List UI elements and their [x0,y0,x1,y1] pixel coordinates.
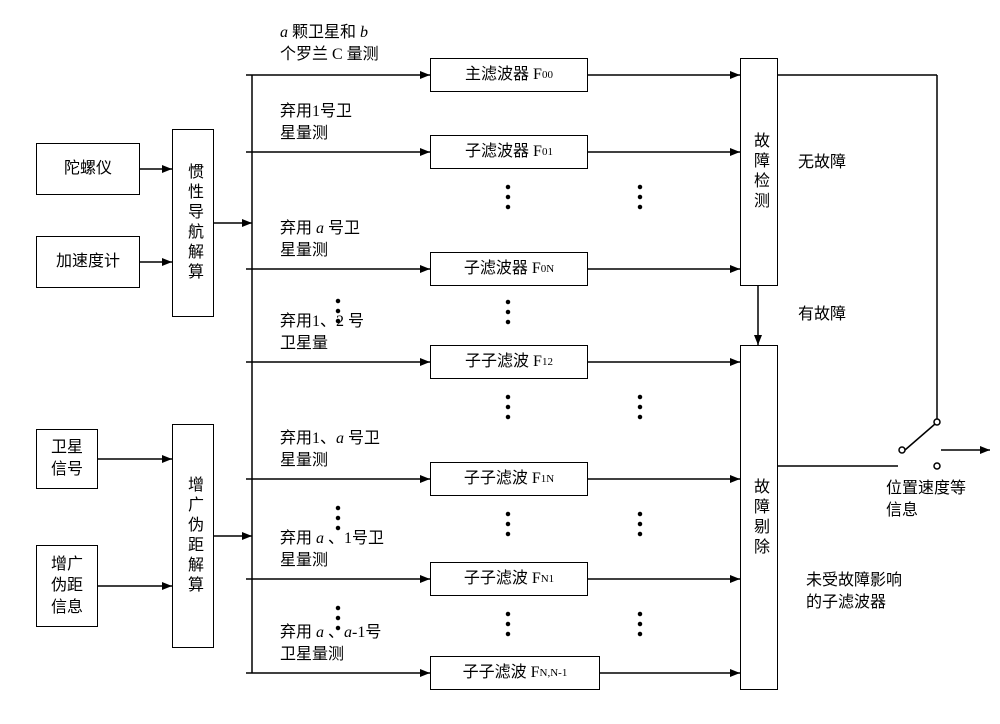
wires [0,0,1000,724]
